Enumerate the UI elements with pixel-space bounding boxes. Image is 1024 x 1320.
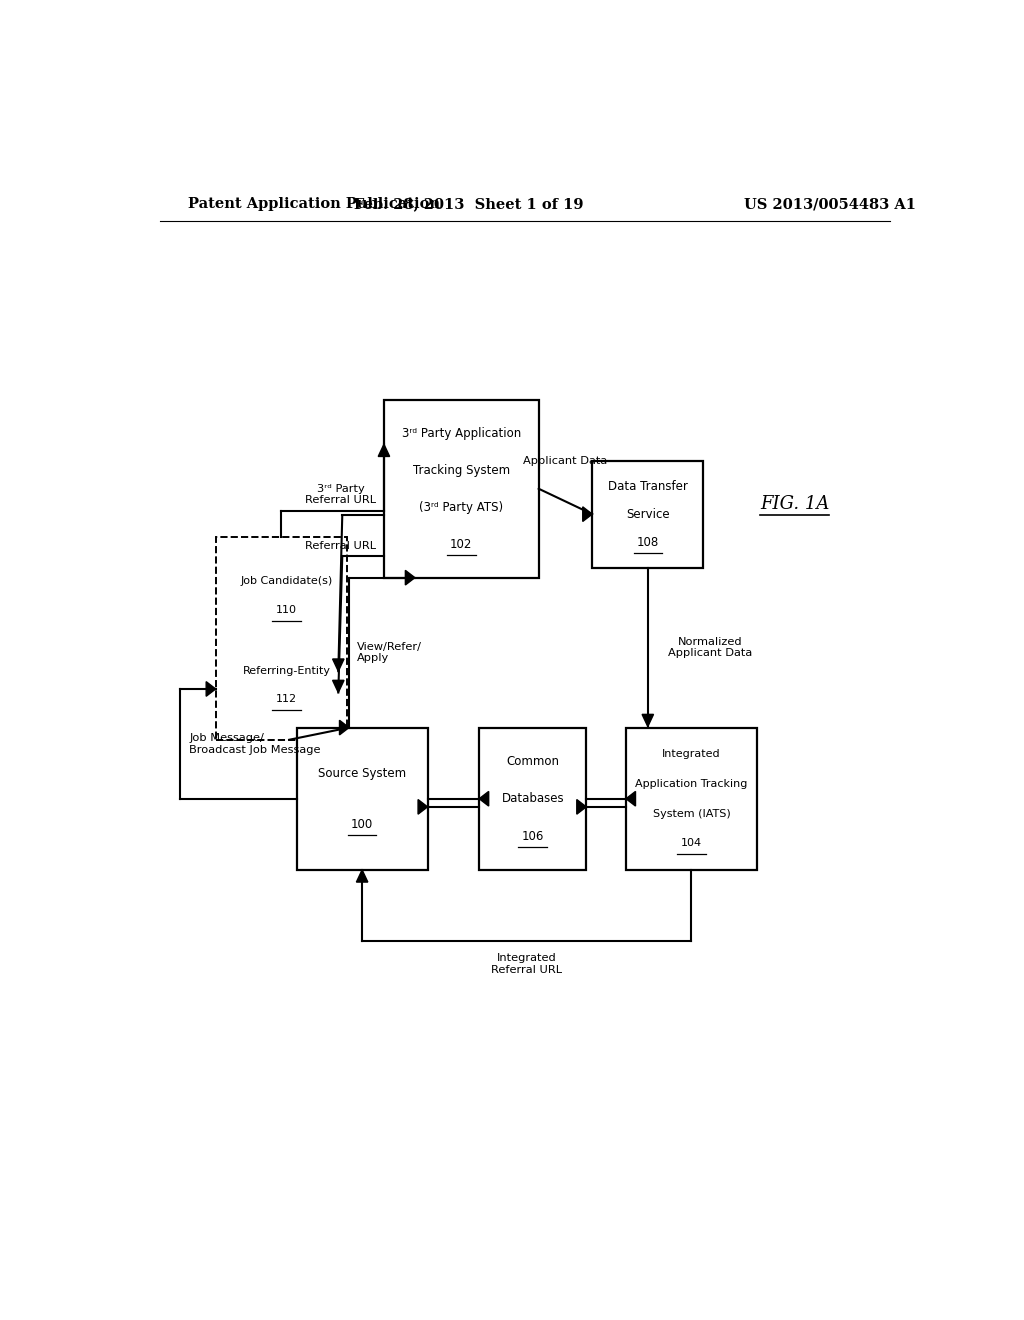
Polygon shape [577,800,587,814]
Text: Referral URL: Referral URL [305,541,376,552]
Bar [297,727,428,870]
Text: View/Refer/
Apply: View/Refer/ Apply [357,642,422,664]
Text: Data Transfer: Data Transfer [608,479,688,492]
Polygon shape [626,792,636,807]
Text: 3ʳᵈ Party
Referral URL: 3ʳᵈ Party Referral URL [305,483,376,506]
Text: Tracking System: Tracking System [413,463,510,477]
Text: System (IATS): System (IATS) [652,809,730,818]
Text: Application Tracking: Application Tracking [635,779,748,789]
Text: 102: 102 [451,537,472,550]
Text: US 2013/0054483 A1: US 2013/0054483 A1 [744,197,916,211]
Text: 104: 104 [681,838,702,849]
Bar [384,400,539,578]
Text: 110: 110 [276,605,297,615]
Bar [592,461,703,568]
Text: Integrated
Referral URL: Integrated Referral URL [492,953,562,975]
Bar [236,647,338,723]
Polygon shape [406,570,415,585]
Polygon shape [333,659,344,671]
Text: FIG. 1A: FIG. 1A [760,495,829,513]
Polygon shape [418,800,428,814]
Text: Integrated: Integrated [663,750,721,759]
Text: Job Message/
Broadcast Job Message: Job Message/ Broadcast Job Message [189,733,321,755]
Text: 3ʳᵈ Party Application: 3ʳᵈ Party Application [401,426,521,440]
Bar [236,554,338,636]
Text: Applicant Data: Applicant Data [523,457,607,466]
Bar [479,727,587,870]
Polygon shape [340,721,349,735]
Text: Service: Service [626,508,670,520]
Polygon shape [378,445,390,457]
Text: Job Candidate(s): Job Candidate(s) [241,576,333,586]
Polygon shape [333,680,344,693]
Text: (3ʳᵈ Party ATS): (3ʳᵈ Party ATS) [419,500,504,513]
Text: Referring-Entity: Referring-Entity [243,667,331,676]
Text: 112: 112 [276,693,297,704]
Text: Patent Application Publication: Patent Application Publication [187,197,439,211]
Text: Source System: Source System [318,767,407,780]
Text: 100: 100 [351,817,373,830]
Text: Common: Common [506,755,559,768]
Text: Databases: Databases [502,792,564,805]
Polygon shape [642,714,653,726]
Text: 106: 106 [521,830,544,842]
Polygon shape [583,507,592,521]
Text: Normalized
Applicant Data: Normalized Applicant Data [668,636,752,659]
Polygon shape [206,681,216,696]
Text: 108: 108 [637,536,658,549]
Text: Feb. 28, 2013  Sheet 1 of 19: Feb. 28, 2013 Sheet 1 of 19 [354,197,584,211]
Bar [626,727,757,870]
Polygon shape [356,870,368,882]
Bar [216,536,347,739]
Polygon shape [479,792,488,807]
